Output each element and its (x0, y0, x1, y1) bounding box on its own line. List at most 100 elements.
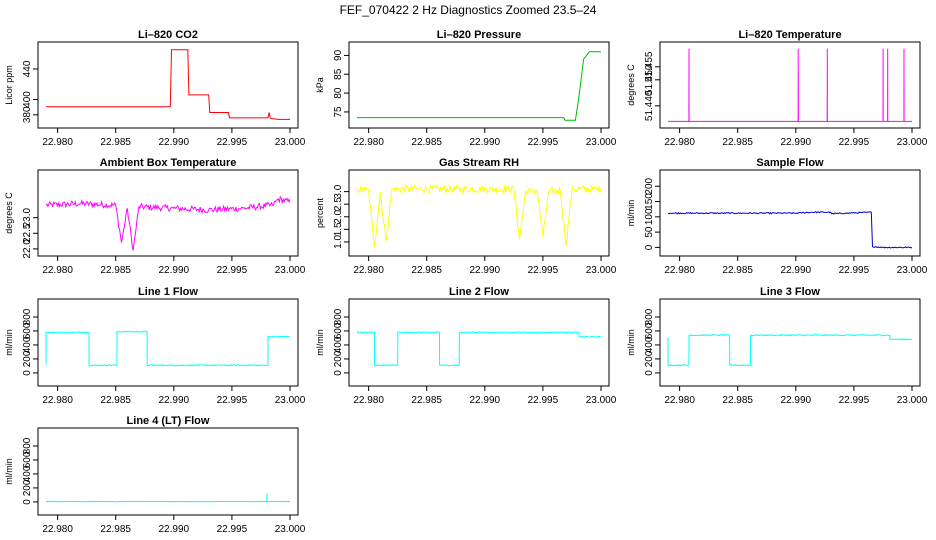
x-tick-label: 22.980 (664, 265, 695, 276)
x-tick-label: 22.990 (470, 137, 501, 148)
y-tick-label: 800 (644, 308, 655, 325)
x-tick-label: 22.985 (100, 265, 131, 276)
x-tick-label: 23.000 (275, 524, 306, 535)
y-tick-label: 2.5 (333, 197, 344, 211)
y-tick-label: 0 (644, 244, 655, 250)
y-tick-label: 2.0 (333, 209, 344, 223)
series-line (45, 330, 291, 367)
y-tick-label: 400 (333, 336, 344, 353)
panel-10: Line 4 (LT) Flow 22.980 22.985 22.990 22.995… (4, 415, 306, 535)
x-tick-label: 22.980 (42, 265, 73, 276)
y-axis-label: Licor ppm (4, 65, 14, 105)
x-tick-label: 22.985 (100, 524, 131, 535)
panel-title: Gas Stream RH (439, 157, 519, 169)
panel-title: Line 1 Flow (138, 286, 198, 298)
x-tick-label: 23.000 (897, 265, 928, 276)
y-tick-label: 3.0 (333, 184, 344, 198)
panel-4: Ambient Box Temperature 22.980 22.985 22.99… (4, 157, 306, 276)
panel-title: Li–820 Temperature (738, 29, 841, 41)
y-tick-label: 75 (333, 106, 344, 118)
x-tick-label: 22.980 (664, 137, 695, 148)
y-tick-label: 400 (644, 336, 655, 353)
panel-title: Sample Flow (756, 157, 824, 169)
panel-title: Li–820 Pressure (437, 29, 521, 41)
y-tick-label: 50 (644, 226, 655, 238)
x-tick-label: 22.985 (100, 395, 131, 406)
series-line (668, 48, 912, 122)
y-tick-label: 0 (644, 370, 655, 376)
panel-title: Li–820 CO2 (138, 29, 198, 41)
y-tick-label: 800 (22, 437, 33, 454)
x-tick-label: 22.990 (781, 395, 812, 406)
x-tick-label: 22.985 (722, 137, 753, 148)
y-tick-label: 600 (22, 322, 33, 339)
y-tick-label: 51.440 (644, 90, 655, 121)
plot-frame (348, 298, 610, 387)
y-axis-label: ml/min (4, 458, 14, 485)
x-tick-label: 22.995 (839, 265, 870, 276)
x-tick-label: 22.990 (470, 265, 501, 276)
x-tick-label: 22.990 (781, 265, 812, 276)
y-tick-label: 0 (333, 370, 344, 376)
plot-frame (37, 41, 299, 129)
y-tick-label: 600 (22, 451, 33, 468)
y-axis-label: ml/min (315, 329, 325, 356)
panel-title: Line 4 (LT) Flow (127, 415, 210, 427)
x-tick-label: 23.000 (275, 137, 306, 148)
y-tick-label: 0 (22, 499, 33, 505)
panel-2: Li–820 Pressure 22.980 22.985 22.990 22.995 2… (315, 29, 617, 148)
y-tick-label: 800 (333, 308, 344, 325)
panel-7: Line 1 Flow 22.980 22.985 22.990 22.995 23.00… (4, 286, 306, 406)
y-axis-label: degrees C (626, 64, 636, 106)
x-tick-label: 22.995 (217, 265, 248, 276)
x-tick-label: 22.985 (411, 137, 442, 148)
series-line (356, 183, 602, 248)
series-line (667, 211, 913, 249)
x-tick-label: 23.000 (897, 137, 928, 148)
plot-frame (37, 169, 299, 257)
plot-frame (659, 41, 921, 129)
x-tick-label: 22.980 (42, 395, 73, 406)
x-tick-label: 22.985 (411, 265, 442, 276)
y-tick-label: 380 (22, 106, 33, 123)
y-tick-label: 400 (22, 91, 33, 108)
y-tick-label: 51.450 (644, 64, 655, 95)
x-tick-label: 22.995 (528, 137, 559, 148)
y-tick-label: 150 (644, 193, 655, 210)
x-tick-label: 22.990 (159, 524, 190, 535)
x-tick-label: 22.980 (42, 524, 73, 535)
y-tick-label: 400 (22, 336, 33, 353)
panel-1: Li–820 CO2 22.980 22.985 22.990 22.995 23.000… (4, 29, 306, 148)
x-tick-label: 22.990 (781, 137, 812, 148)
x-tick-label: 22.985 (100, 137, 131, 148)
series-line (357, 51, 601, 121)
x-tick-label: 22.995 (528, 395, 559, 406)
y-tick-label: 600 (644, 322, 655, 339)
plot-frame (659, 298, 921, 387)
x-tick-label: 23.000 (586, 265, 617, 276)
y-tick-label: 200 (644, 177, 655, 194)
x-tick-label: 22.995 (217, 395, 248, 406)
panel-title: Line 2 Flow (449, 286, 509, 298)
x-tick-label: 23.000 (586, 137, 617, 148)
y-tick-label: 23.0 (22, 208, 33, 228)
x-tick-label: 22.980 (664, 395, 695, 406)
y-tick-label: 90 (333, 49, 344, 61)
x-tick-label: 22.980 (353, 395, 384, 406)
y-tick-label: 200 (333, 350, 344, 367)
x-tick-label: 22.990 (159, 137, 190, 148)
x-tick-label: 22.980 (42, 137, 73, 148)
y-tick-label: 100 (644, 208, 655, 225)
series-line (45, 195, 291, 251)
panel-title: Line 3 Flow (760, 286, 820, 298)
y-axis-label: percent (315, 197, 325, 228)
y-tick-label: 51.455 (644, 51, 655, 82)
panel-3: Li–820 Temperature 22.980 22.985 22.990 22.9… (626, 29, 928, 148)
panel-8: Line 2 Flow 22.980 22.985 22.990 22.995 23.00… (315, 286, 617, 406)
y-tick-label: 200 (22, 350, 33, 367)
y-tick-label: 400 (22, 465, 33, 482)
plot-frame (348, 41, 610, 129)
y-tick-label: 200 (644, 350, 655, 367)
x-tick-label: 22.980 (353, 137, 384, 148)
